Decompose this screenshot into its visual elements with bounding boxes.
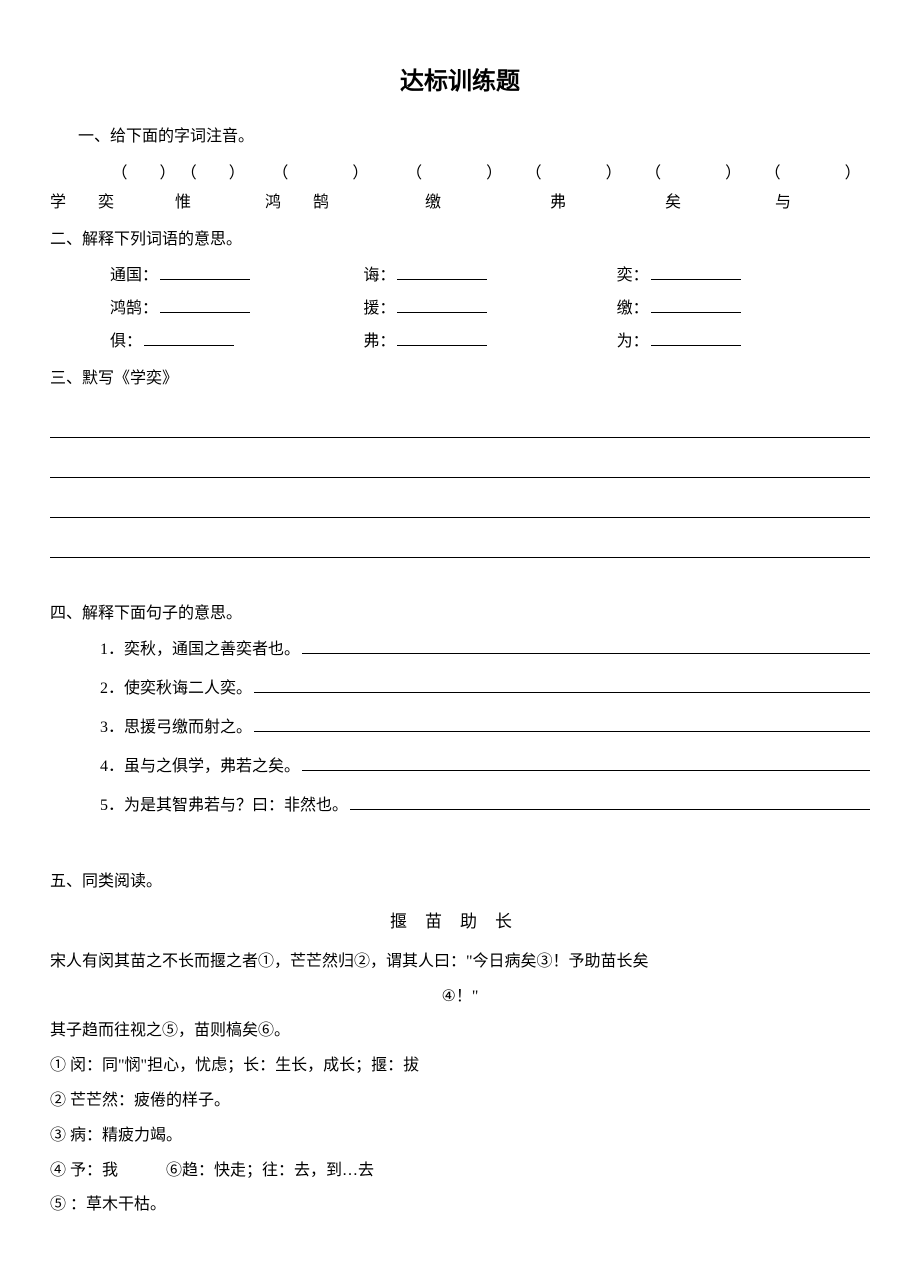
passage-title: 揠苗助长 — [50, 907, 870, 938]
sentence-text: 5．为是其智弗若与？曰：非然也。 — [100, 792, 348, 821]
paren-6: （ ） — [631, 160, 755, 189]
vocab-label: 奕： — [617, 262, 649, 291]
vocab-blank — [651, 295, 741, 313]
passage-line-2: ④！" — [50, 983, 870, 1012]
char-5: 弗 — [550, 189, 665, 218]
vocab-blank — [397, 295, 487, 313]
vocab-blank — [160, 262, 250, 280]
vocab-label: 俱： — [110, 328, 142, 357]
sentence-row-1: 1．奕秋，通国之善奕者也。 — [50, 636, 870, 665]
sentence-blank — [302, 753, 870, 771]
passage-line-3: 其子趋而往视之⑤，苗则槁矣⑥。 — [50, 1017, 870, 1046]
char-6: 矣 — [665, 189, 775, 218]
vocab-label: 弗： — [363, 328, 395, 357]
dictation-line-4 — [50, 522, 870, 558]
dictation-line-2 — [50, 442, 870, 478]
note-3: ③ 病：精疲力竭。 — [50, 1122, 870, 1151]
paren-3: （ ） — [249, 160, 392, 189]
vocab-item: 弗： — [363, 328, 616, 357]
section4-header: 四、解释下面句子的意思。 — [50, 600, 870, 629]
vocab-blank — [160, 295, 250, 313]
sentence-row-2: 2．使奕秋诲二人奕。 — [50, 675, 870, 704]
char-7: 与 — [775, 189, 835, 218]
section5-header: 五、同类阅读。 — [50, 868, 870, 897]
section2-header: 二、解释下列词语的意思。 — [50, 226, 870, 255]
sentence-blank — [254, 714, 870, 732]
vocab-blank — [651, 328, 741, 346]
sentence-text: 4．虽与之俱学，弗若之矣。 — [100, 753, 300, 782]
paren-5: （ ） — [516, 160, 631, 189]
vocab-row-3: 俱： 弗： 为： — [50, 328, 870, 357]
vocab-label: 诲： — [363, 262, 395, 291]
paren-7: （ ） — [755, 160, 870, 189]
paren-2: （ ） — [177, 160, 249, 189]
sentence-row-5: 5．为是其智弗若与？曰：非然也。 — [50, 792, 870, 821]
sentence-row-3: 3．思援弓缴而射之。 — [50, 714, 870, 743]
vocab-label: 为： — [617, 328, 649, 357]
vocab-item: 俱： — [110, 328, 363, 357]
vocab-label: 鸿鹄： — [110, 295, 158, 324]
section3-header: 三、默写《学奕》 — [50, 365, 870, 394]
sentence-row-4: 4．虽与之俱学，弗若之矣。 — [50, 753, 870, 782]
vocab-item: 鸿鹄： — [110, 295, 363, 324]
sentence-blank — [302, 636, 870, 654]
passage-line-1: 宋人有闵其苗之不长而揠之者①，芒芒然归②，谓其人曰："今日病矣③！予助苗长矣 — [50, 948, 870, 977]
paren-4: （ ） — [392, 160, 516, 189]
section1-header: 一、给下面的字词注音。 — [50, 123, 870, 152]
sentence-text: 2．使奕秋诲二人奕。 — [100, 675, 252, 704]
char-1: 学 奕 — [50, 189, 175, 218]
vocab-item: 诲： — [363, 262, 616, 291]
vocab-label: 援： — [363, 295, 395, 324]
vocab-blank — [397, 328, 487, 346]
vocab-item: 援： — [363, 295, 616, 324]
note-2: ② 芒芒然：疲倦的样子。 — [50, 1087, 870, 1116]
char-2: 惟 — [175, 189, 265, 218]
char-4: 缴 — [425, 189, 550, 218]
dictation-line-1 — [50, 402, 870, 438]
sentence-blank — [254, 675, 870, 693]
vocab-label: 缴： — [617, 295, 649, 324]
vocab-item: 为： — [617, 328, 870, 357]
char-row: 学 奕 惟 鸿 鹄 缴 弗 矣 与 — [50, 189, 870, 218]
note-5: ⑤ ：草木干枯。 — [50, 1191, 870, 1220]
note-4: ④ 予：我 ⑥趋：快走；往：去，到…去 — [50, 1157, 870, 1186]
vocab-blank — [651, 262, 741, 280]
sentence-text: 1．奕秋，通国之善奕者也。 — [100, 636, 300, 665]
pinyin-parens-row: （ ） （ ） （ ） （ ） （ ） （ ） （ ） — [50, 160, 870, 189]
paren-1: （ ） — [110, 160, 177, 189]
vocab-blank — [397, 262, 487, 280]
sentence-text: 3．思援弓缴而射之。 — [100, 714, 252, 743]
char-3: 鸿 鹄 — [265, 189, 425, 218]
vocab-row-1: 通国： 诲： 奕： — [50, 262, 870, 291]
note-1: ① 闵：同"悯"担心，忧虑；长：生长，成长；揠：拔 — [50, 1052, 870, 1081]
vocab-item: 奕： — [617, 262, 870, 291]
page-title: 达标训练题 — [50, 60, 870, 103]
dictation-line-3 — [50, 482, 870, 518]
sentence-blank — [350, 792, 870, 810]
vocab-label: 通国： — [110, 262, 158, 291]
vocab-item: 通国： — [110, 262, 363, 291]
vocab-blank — [144, 328, 234, 346]
vocab-item: 缴： — [617, 295, 870, 324]
vocab-row-2: 鸿鹄： 援： 缴： — [50, 295, 870, 324]
